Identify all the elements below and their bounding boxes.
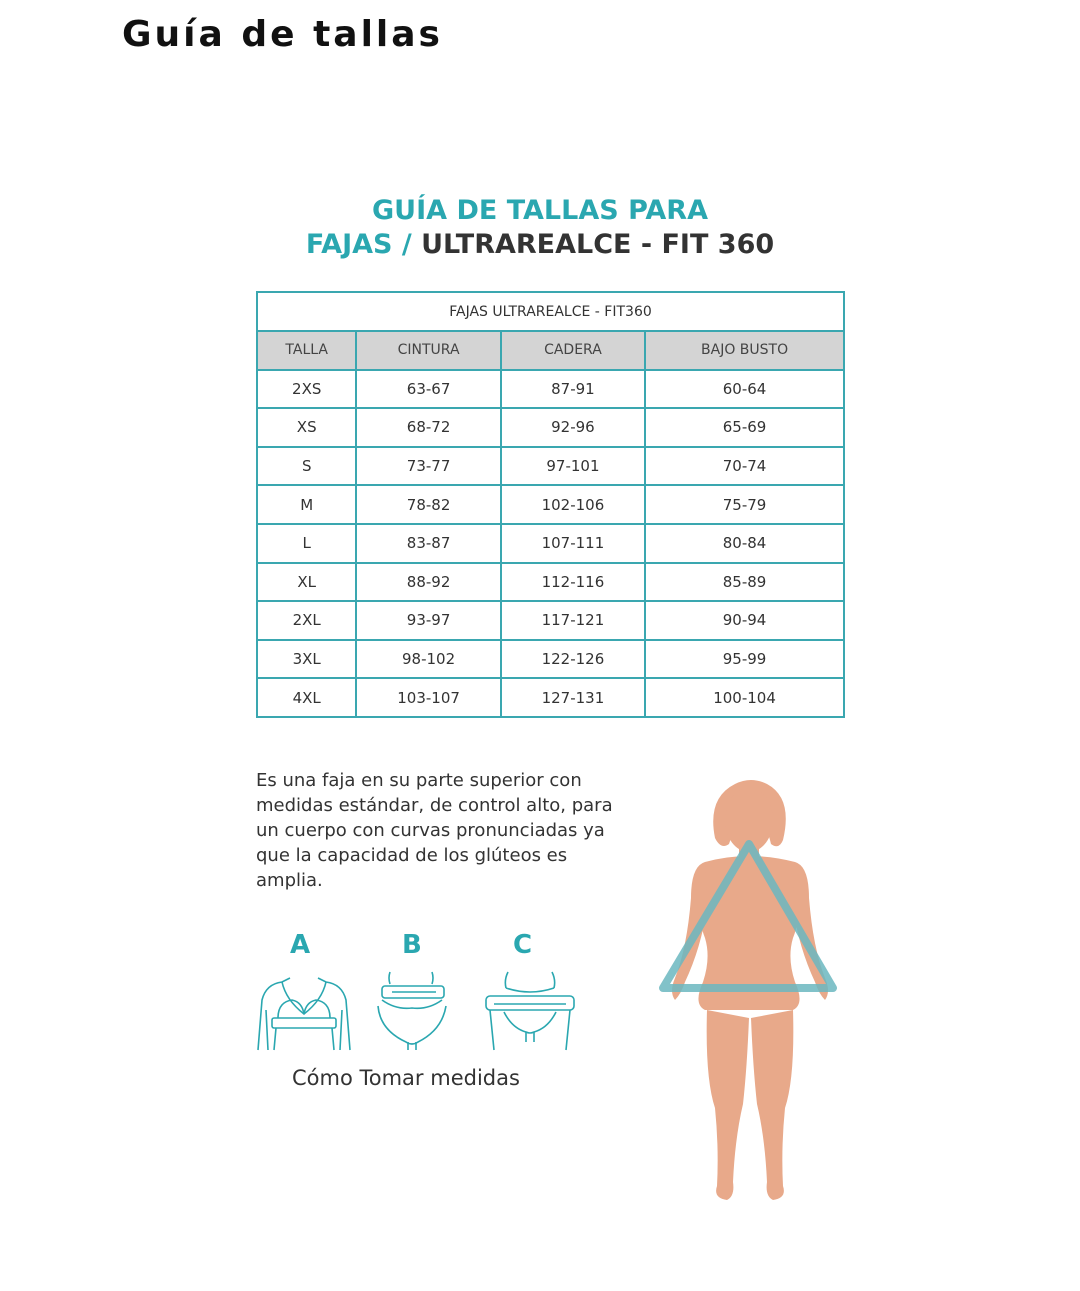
page-heading: Guía de tallas (122, 14, 443, 55)
column-header-bajo-busto: BAJO BUSTO (644, 330, 845, 371)
column-header-cintura: CINTURA (355, 330, 502, 371)
hip-measure-icon (485, 971, 575, 1051)
cell-talla: 2XS (255, 368, 358, 410)
cell-talla: XL (255, 561, 358, 603)
cell-talla: 3XL (255, 638, 358, 680)
cell-cadera: 92-96 (499, 407, 647, 448)
cell-talla: L (255, 522, 358, 564)
measure-letter-a: A (290, 930, 311, 960)
cell-cadera: 107-111 (499, 522, 647, 564)
cell-bajo-busto: 70-74 (644, 445, 845, 487)
table-caption-row: FAJAS ULTRAREALCE - FIT360 (256, 291, 845, 332)
size-guide-title-line1: GUÍA DE TALLAS PARA (372, 195, 708, 226)
cell-cintura: 103-107 (355, 677, 502, 718)
column-header-talla: TALLA (255, 330, 358, 371)
cell-bajo-busto: 65-69 (644, 407, 845, 448)
measure-letter-c: C (513, 930, 533, 960)
cell-cadera: 127-131 (499, 677, 647, 718)
product-description: Es una faja en su parte superior con med… (256, 770, 613, 891)
cell-cintura: 93-97 (355, 600, 502, 641)
cell-talla: S (255, 445, 358, 487)
cell-bajo-busto: 60-64 (644, 368, 845, 410)
cell-cadera: 122-126 (499, 638, 647, 680)
table-row: 3XL 98-102 122-126 95-99 (255, 638, 845, 680)
cell-bajo-busto: 100-104 (644, 677, 845, 718)
size-guide-title: GUÍA DE TALLAS PARA FAJAS / ULTRAREALCE … (0, 194, 1080, 262)
cell-cintura: 63-67 (355, 368, 502, 410)
column-header-cadera: CADERA (499, 330, 647, 371)
cell-cadera: 87-91 (499, 368, 647, 410)
table-row: XL 88-92 112-116 85-89 (255, 561, 845, 603)
table-caption: FAJAS ULTRAREALCE - FIT360 (256, 291, 845, 332)
table-row: M 78-82 102-106 75-79 (255, 484, 845, 525)
table-row: 2XL 93-97 117-121 90-94 (255, 600, 845, 641)
cell-bajo-busto: 90-94 (644, 600, 845, 641)
waist-measure-icon (377, 971, 447, 1050)
cell-cadera: 112-116 (499, 561, 647, 603)
cell-talla: M (255, 484, 358, 525)
measurement-caption: Cómo Tomar medidas (292, 1066, 520, 1090)
table-row: XS 68-72 92-96 65-69 (255, 407, 845, 448)
measure-letter-b: B (402, 930, 422, 960)
cell-talla: XS (255, 407, 358, 448)
cell-cadera: 117-121 (499, 600, 647, 641)
size-guide-title-accent: FAJAS / (305, 229, 412, 260)
cell-cintura: 73-77 (355, 445, 502, 487)
table-header-row: TALLA CINTURA CADERA BAJO BUSTO (255, 330, 845, 371)
cell-cadera: 97-101 (499, 445, 647, 487)
cell-bajo-busto: 95-99 (644, 638, 845, 680)
table-body: 2XS 63-67 87-91 60-64 XS 68-72 92-96 65-69 S 73-7… (255, 368, 845, 718)
cell-bajo-busto: 85-89 (644, 561, 845, 603)
table-row: S 73-77 97-101 70-74 (255, 445, 845, 487)
cell-cintura: 83-87 (355, 522, 502, 564)
cell-cintura: 78-82 (355, 484, 502, 525)
cell-talla: 4XL (255, 677, 358, 718)
cell-cintura: 98-102 (355, 638, 502, 680)
size-table: FAJAS ULTRAREALCE - FIT360 TALLA CINTURA… (255, 291, 845, 718)
table-row: 4XL 103-107 127-131 100-104 (255, 677, 845, 718)
cell-bajo-busto: 80-84 (644, 522, 845, 564)
body-shape-figure (659, 780, 837, 1200)
measurement-guide: A B C (250, 930, 590, 1100)
size-guide-title-product: ULTRAREALCE - FIT 360 (411, 229, 775, 260)
cell-bajo-busto: 75-79 (644, 484, 845, 525)
cell-cadera: 102-106 (499, 484, 647, 525)
bust-measure-icon (257, 977, 351, 1051)
cell-cintura: 88-92 (355, 561, 502, 603)
cell-talla: 2XL (255, 600, 358, 641)
table-row: L 83-87 107-111 80-84 (255, 522, 845, 564)
cell-cintura: 68-72 (355, 407, 502, 448)
table-row: 2XS 63-67 87-91 60-64 (255, 368, 845, 410)
